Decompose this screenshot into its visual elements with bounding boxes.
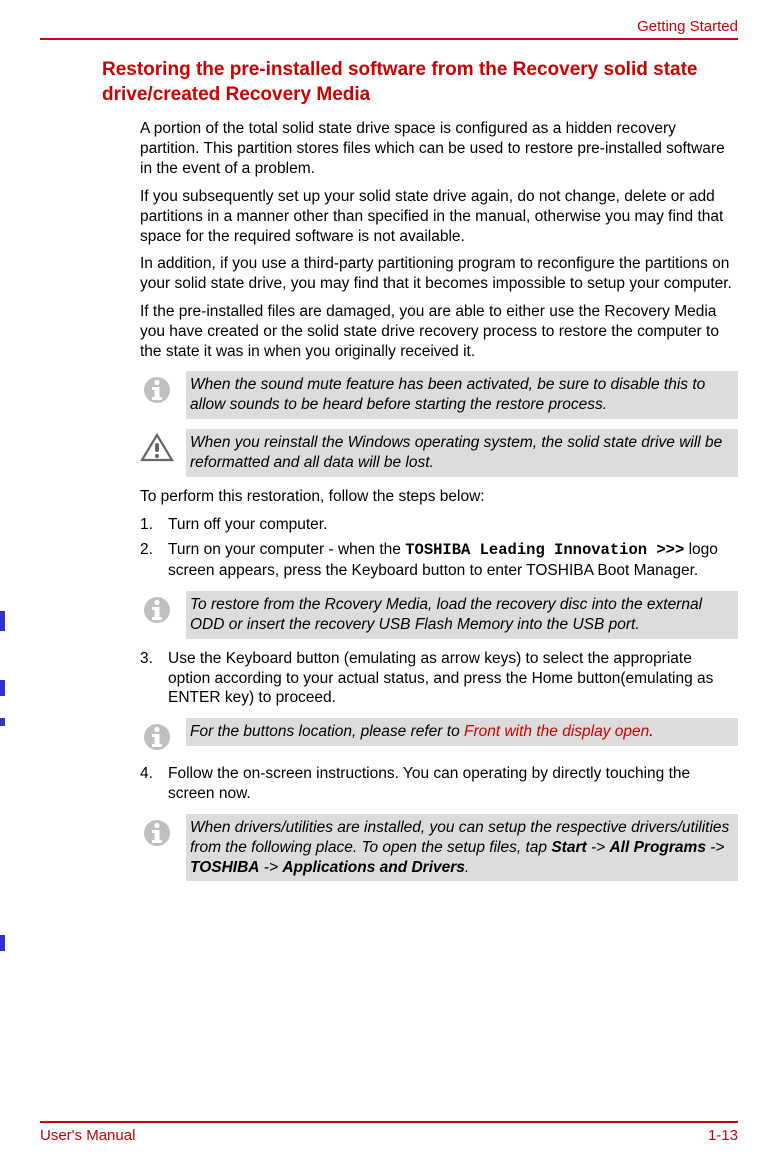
footer: User's Manual 1-13: [40, 1121, 738, 1144]
info-callout: When the sound mute feature has been act…: [140, 371, 738, 419]
paragraph: To perform this restoration, follow the …: [140, 487, 738, 507]
list-item: 1. Turn off your computer.: [140, 515, 738, 535]
section-heading: Restoring the pre-installed software fro…: [102, 58, 738, 107]
bold-text: Applications and Drivers: [282, 859, 465, 876]
text: .: [649, 723, 653, 740]
text: ->: [706, 839, 725, 856]
footer-rule: [40, 1121, 738, 1123]
mono-text: TOSHIBA Leading Innovation >>>: [405, 541, 684, 559]
list-text: Use the Keyboard button (emulating as ar…: [168, 649, 738, 708]
callout-text: To restore from the Rcovery Media, load …: [186, 591, 738, 639]
warning-callout: When you reinstall the Windows operating…: [140, 429, 738, 477]
list-text: Turn on your computer - when the TOSHIBA…: [168, 540, 738, 581]
body: A portion of the total solid state drive…: [140, 119, 738, 361]
list-number: 3.: [140, 649, 168, 708]
paragraph: If the pre-installed files are damaged, …: [140, 302, 738, 361]
paragraph: In addition, if you use a third-party pa…: [140, 254, 738, 294]
cross-reference-link[interactable]: Front with the display open: [464, 723, 649, 740]
bold-text: Start: [551, 839, 586, 856]
page: Getting Started Restoring the pre-instal…: [0, 0, 778, 1172]
header-rule: [40, 38, 738, 40]
info-icon: [140, 720, 174, 754]
text: Turn on your computer - when the: [168, 541, 405, 558]
paragraph: A portion of the total solid state drive…: [140, 119, 738, 178]
callout-text: When drivers/utilities are installed, yo…: [186, 814, 738, 881]
info-icon: [140, 593, 174, 627]
step-list: 4. Follow the on-screen instructions. Yo…: [140, 764, 738, 804]
page-number: 1-13: [708, 1127, 738, 1144]
text: .: [465, 859, 469, 876]
callout-text: When you reinstall the Windows operating…: [186, 429, 738, 477]
list-number: 1.: [140, 515, 168, 535]
text: For the buttons location, please refer t…: [190, 723, 464, 740]
text: ->: [259, 859, 282, 876]
step-list: 1. Turn off your computer. 2. Turn on yo…: [140, 515, 738, 581]
info-icon: [140, 816, 174, 850]
warning-icon: [140, 431, 174, 465]
body: To perform this restoration, follow the …: [140, 487, 738, 507]
footer-title: User's Manual: [40, 1127, 135, 1144]
list-item: 3. Use the Keyboard button (emulating as…: [140, 649, 738, 708]
list-item: 2. Turn on your computer - when the TOSH…: [140, 540, 738, 581]
step-list: 3. Use the Keyboard button (emulating as…: [140, 649, 738, 708]
list-text: Turn off your computer.: [168, 515, 738, 535]
list-text: Follow the on-screen instructions. You c…: [168, 764, 738, 804]
paragraph: If you subsequently set up your solid st…: [140, 187, 738, 246]
bold-text: All Programs: [609, 839, 705, 856]
list-number: 2.: [140, 540, 168, 581]
text: ->: [587, 839, 610, 856]
info-callout: To restore from the Rcovery Media, load …: [140, 591, 738, 639]
list-number: 4.: [140, 764, 168, 804]
info-callout: When drivers/utilities are installed, yo…: [140, 814, 738, 881]
callout-text: For the buttons location, please refer t…: [186, 718, 738, 746]
info-callout: For the buttons location, please refer t…: [140, 718, 738, 754]
list-item: 4. Follow the on-screen instructions. Yo…: [140, 764, 738, 804]
info-icon: [140, 373, 174, 407]
callout-text: When the sound mute feature has been act…: [186, 371, 738, 419]
bold-text: TOSHIBA: [190, 859, 259, 876]
header-section-label: Getting Started: [40, 18, 738, 35]
